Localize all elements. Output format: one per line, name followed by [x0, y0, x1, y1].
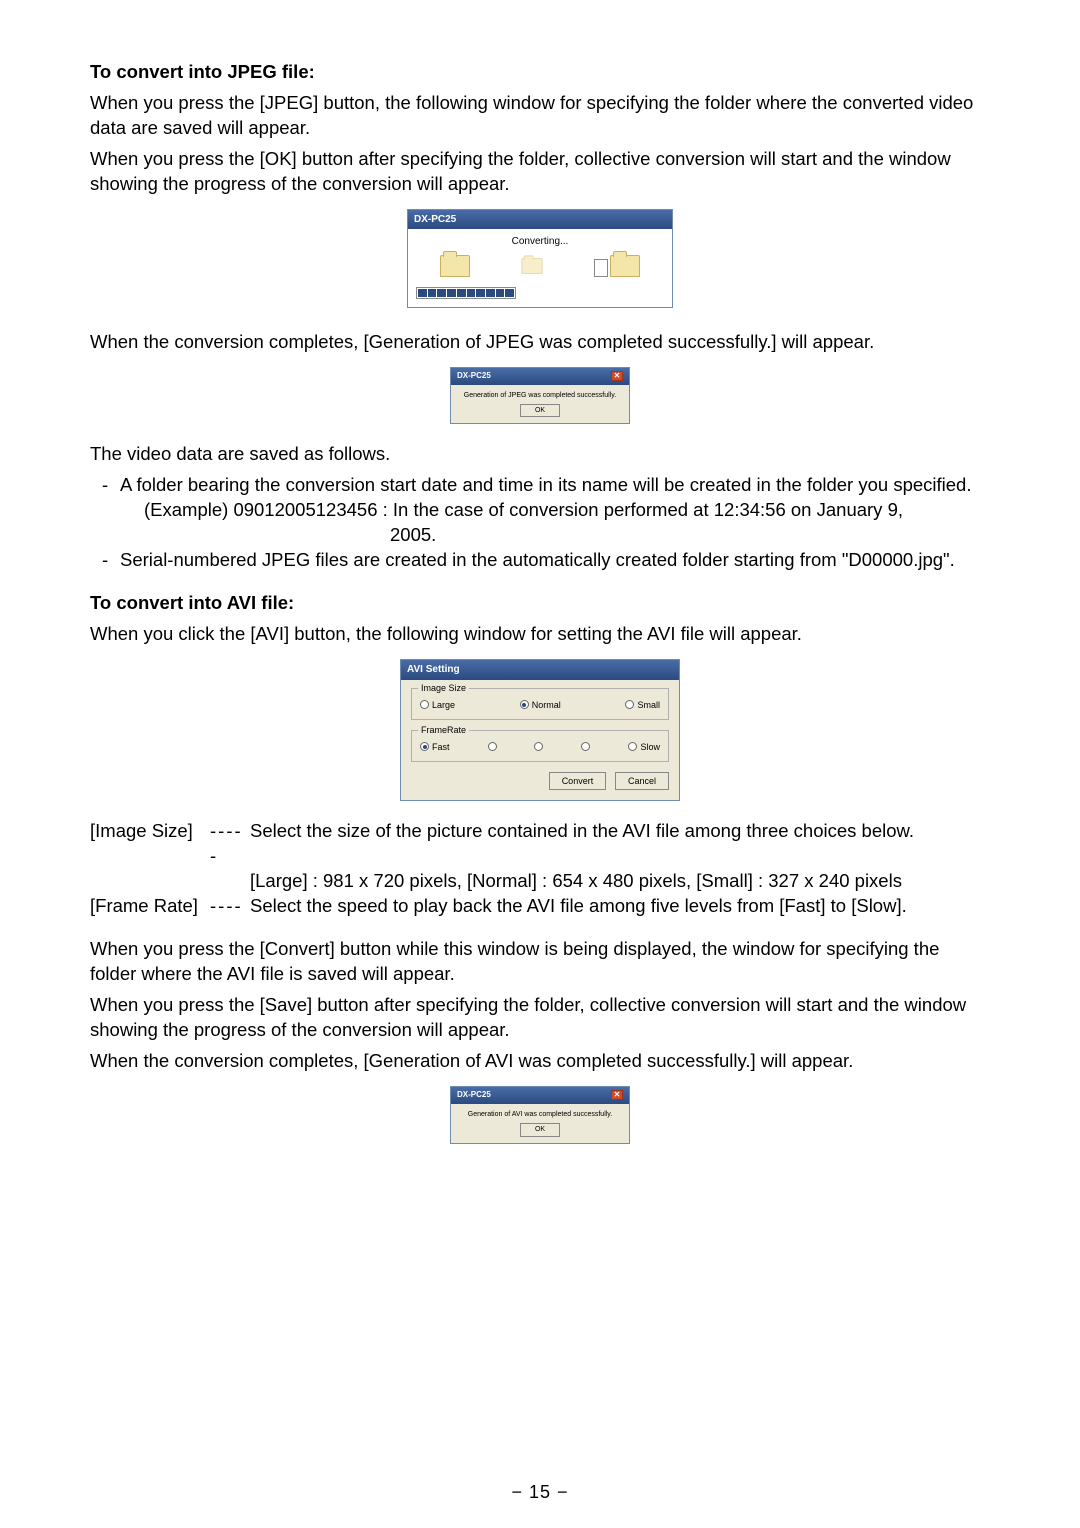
folder-icon	[610, 255, 640, 277]
avi-setting-dialog: AVI Setting Image Size Large Normal Smal…	[400, 659, 680, 801]
saved-intro: The video data are saved as follows.	[90, 442, 990, 467]
jpeg-after-conversion: When the conversion completes, [Generati…	[90, 330, 990, 355]
converting-label: Converting...	[416, 235, 664, 249]
ok-button[interactable]: OK	[520, 404, 560, 417]
jpeg-success-title: DX-PC25	[457, 371, 491, 382]
radio-slow[interactable]: Slow	[628, 741, 660, 753]
avi-success-title: DX-PC25	[457, 1090, 491, 1101]
radio-rate-3[interactable]	[534, 741, 543, 753]
radio-normal[interactable]: Normal	[520, 699, 561, 711]
radio-large[interactable]: Large	[420, 699, 455, 711]
avi-success-dialog: DX-PC25 ✕ Generation of AVI was complete…	[450, 1086, 630, 1144]
image-size-desc: [Image Size] ----- Select the size of th…	[90, 819, 990, 869]
avi-heading: To convert into AVI file:	[90, 591, 990, 616]
jpeg-heading: To convert into JPEG file:	[90, 60, 990, 85]
cancel-button[interactable]: Cancel	[615, 772, 669, 790]
avi-success-message: Generation of AVI was completed successf…	[457, 1110, 623, 1119]
framerate-group-label: FrameRate	[418, 724, 469, 736]
jpeg-para-1: When you press the [JPEG] button, the fo…	[90, 91, 990, 141]
avi-setting-dialog-figure: AVI Setting Image Size Large Normal Smal…	[90, 659, 990, 801]
image-size-group: Image Size Large Normal Small	[411, 688, 669, 720]
jpeg-bullet-1: - A folder bearing the conversion start …	[90, 473, 990, 498]
framerate-desc: [Frame Rate] ---- Select the speed to pl…	[90, 894, 990, 919]
avi-success-dialog-figure: DX-PC25 ✕ Generation of AVI was complete…	[90, 1086, 990, 1144]
jpeg-para-2: When you press the [OK] button after spe…	[90, 147, 990, 197]
progress-bar	[416, 287, 516, 299]
folder-icon	[521, 258, 542, 273]
folder-icon	[440, 255, 470, 277]
file-icon	[594, 259, 608, 277]
jpeg-example: (Example) 09012005123456 : In the case o…	[90, 498, 990, 523]
avi-para-4: When the conversion completes, [Generati…	[90, 1049, 990, 1074]
image-size-group-label: Image Size	[418, 682, 469, 694]
jpeg-success-dialog-figure: DX-PC25 ✕ Generation of JPEG was complet…	[90, 367, 990, 425]
framerate-group: FrameRate Fast Slow	[411, 730, 669, 762]
image-size-sizes: [Large] : 981 x 720 pixels, [Normal] : 6…	[90, 869, 990, 894]
jpeg-bullet-2: - Serial-numbered JPEG files are created…	[90, 548, 990, 573]
radio-small[interactable]: Small	[625, 699, 660, 711]
page-number: − 15 −	[0, 1480, 1080, 1504]
convert-button[interactable]: Convert	[549, 772, 607, 790]
converting-dialog: DX-PC25 Converting...	[407, 209, 673, 308]
ok-button[interactable]: OK	[520, 1123, 560, 1136]
avi-para-3: When you press the [Save] button after s…	[90, 993, 990, 1043]
jpeg-success-message: Generation of JPEG was completed success…	[457, 391, 623, 400]
avi-para-2: When you press the [Convert] button whil…	[90, 937, 990, 987]
radio-fast[interactable]: Fast	[420, 741, 450, 753]
jpeg-example-year: 2005.	[90, 523, 990, 548]
radio-rate-2[interactable]	[488, 741, 497, 753]
jpeg-success-dialog: DX-PC25 ✕ Generation of JPEG was complet…	[450, 367, 630, 425]
radio-rate-4[interactable]	[581, 741, 590, 753]
close-icon[interactable]: ✕	[611, 1090, 623, 1100]
avi-setting-title: AVI Setting	[401, 660, 679, 680]
avi-para-1: When you click the [AVI] button, the fol…	[90, 622, 990, 647]
converting-dialog-title: DX-PC25	[408, 210, 672, 230]
converting-dialog-figure: DX-PC25 Converting...	[90, 209, 990, 308]
close-icon[interactable]: ✕	[611, 371, 623, 381]
